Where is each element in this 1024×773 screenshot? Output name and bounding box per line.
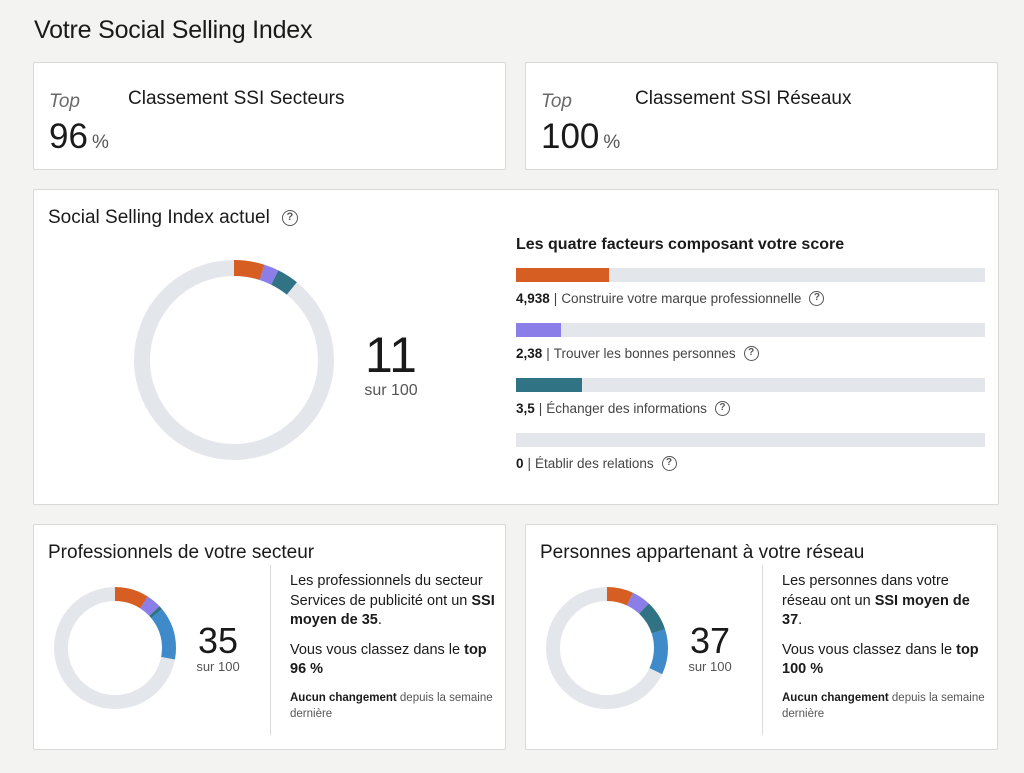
network-rank-label: Classement SSI Réseaux [635, 88, 852, 109]
factor-line: 2,38 | Trouver les bonnes personnes? [516, 346, 986, 361]
help-icon[interactable]: ? [809, 291, 825, 306]
factor-bar-track [516, 268, 985, 282]
network-note-bold: Aucun changement [782, 691, 889, 704]
factor-line: 3,5 | Échanger des informations? [516, 401, 986, 416]
factor-value: 3,5 [516, 401, 535, 416]
sector-score-sub: sur 100 [196, 659, 240, 674]
ssi-score-value: 11 [365, 327, 417, 383]
factor-item: 2,38 | Trouver les bonnes personnes? [516, 323, 986, 361]
network-peers-text: Les personnes dans votre réseau ont un S… [782, 572, 987, 722]
ssi-score: 11 sur 100 [346, 330, 436, 400]
network-rank-pct: % [603, 132, 621, 153]
sector-average-text: Les professionnels du secteur Services d… [290, 572, 495, 631]
donut-segment [546, 587, 668, 709]
network-average-bold: SSI moyen de 37 [782, 592, 970, 629]
page-title: Votre Social Selling Index [34, 16, 313, 44]
factor-bar-fill [516, 268, 609, 282]
current-ssi-title: Social Selling Index actuel ? [48, 207, 298, 229]
ssi-score-sub: sur 100 [364, 382, 418, 399]
network-rank-bold: top 100 % [782, 641, 979, 678]
donut-segment [134, 260, 334, 460]
factor-value: 2,38 [516, 346, 543, 361]
sector-average-end: . [377, 612, 382, 628]
divider [270, 565, 271, 735]
factor-separator: | [553, 291, 558, 306]
sector-note-bold: Aucun changement [290, 691, 397, 704]
sector-average-intro: Les professionnels du secteur Services d… [290, 573, 483, 609]
network-peers-title: Personnes appartenant à votre réseau [540, 542, 865, 563]
donut-segment [54, 587, 176, 709]
factor-line: 0 | Établir des relations? [516, 456, 986, 471]
sector-score: 35 sur 100 [188, 620, 248, 675]
sector-rank-text: Vous vous classez dans le top 96 % [290, 641, 495, 680]
factor-separator: | [546, 346, 550, 361]
factor-separator: | [527, 456, 532, 471]
factor-value: 4,938 [516, 291, 550, 306]
network-average-end: . [798, 612, 803, 628]
donut-segment [54, 587, 176, 709]
network-donut-chart [546, 587, 668, 709]
factor-bar-fill [516, 323, 561, 337]
sector-rank-top-label: Top [49, 91, 80, 112]
network-change-note: Aucun changement depuis la semaine derni… [782, 690, 987, 722]
factor-bar-track [516, 323, 985, 337]
network-score-sub: sur 100 [688, 659, 732, 674]
network-rank-top-label: Top [541, 91, 572, 112]
factor-label: Construire votre marque professionnelle [561, 291, 802, 306]
network-rank-value: 100% [541, 117, 620, 157]
factor-label: Trouver les bonnes personnes [553, 346, 736, 361]
divider [762, 565, 763, 735]
donut-segment [546, 587, 668, 709]
current-ssi-title-text: Social Selling Index actuel [48, 207, 270, 228]
sector-note-text: depuis la semaine dernière [290, 691, 493, 720]
network-score-value: 37 [689, 620, 731, 661]
sector-rank-intro: Vous vous classez dans le [290, 641, 465, 658]
network-rank-intro: Vous vous classez dans le [782, 641, 957, 658]
help-icon[interactable]: ? [661, 456, 677, 471]
network-peers-card: Personnes appartenant à votre réseau 37 … [525, 524, 998, 750]
sector-rank-number: 96 [49, 117, 88, 156]
factors-title: Les quatre facteurs composant votre scor… [516, 236, 845, 253]
network-rank-number: 100 [541, 117, 600, 156]
network-average-intro: Les personnes dans votre réseau ont un [782, 573, 949, 609]
sector-rank-value: 96% [49, 117, 109, 157]
factor-item: 3,5 | Échanger des informations? [516, 378, 986, 416]
sector-score-value: 35 [197, 620, 239, 661]
factor-bar-track [516, 433, 985, 447]
factor-item: 4,938 | Construire votre marque profession… [516, 268, 986, 306]
network-note-text: depuis la semaine dernière [782, 691, 985, 720]
ssi-donut-chart [134, 260, 334, 460]
network-rank-card: Top 100% Classement SSI Réseaux [525, 62, 998, 170]
sector-change-note: Aucun changement depuis la semaine derni… [290, 690, 495, 722]
help-icon[interactable]: ? [714, 401, 730, 416]
help-icon[interactable]: ? [743, 346, 759, 361]
sector-rank-card: Top 96% Classement SSI Secteurs [33, 62, 506, 170]
sector-rank-bold: top 96 % [290, 641, 487, 678]
factor-line: 4,938 | Construire votre marque profession… [516, 291, 986, 306]
sector-rank-pct: % [91, 132, 109, 153]
factor-label: Établir des relations [535, 456, 654, 471]
sector-peers-text: Les professionnels du secteur Services d… [290, 572, 495, 722]
sector-donut-chart [54, 587, 176, 709]
sector-average-bold: SSI moyen de 35 [290, 592, 495, 629]
donut-track [134, 260, 334, 460]
factor-item: 0 | Établir des relations? [516, 433, 986, 471]
factor-label: Échanger des informations [546, 401, 707, 416]
network-score: 37 sur 100 [680, 620, 740, 675]
factor-bar-track [516, 378, 985, 392]
factor-bar-fill [516, 378, 582, 392]
network-rank-text: Vous vous classez dans le top 100 % [782, 641, 987, 680]
factor-separator: | [538, 401, 543, 416]
network-average-text: Les personnes dans votre réseau ont un S… [782, 572, 987, 631]
help-icon[interactable]: ? [281, 210, 298, 226]
factor-value: 0 [516, 456, 524, 471]
sector-peers-card: Professionnels de votre secteur 35 sur 1… [33, 524, 506, 750]
sector-peers-title: Professionnels de votre secteur [48, 542, 315, 563]
sector-rank-label: Classement SSI Secteurs [128, 88, 345, 109]
current-ssi-card: Social Selling Index actuel ? 11 sur 100… [33, 189, 999, 505]
factors-panel: Les quatre facteurs composant votre scor… [516, 236, 986, 488]
